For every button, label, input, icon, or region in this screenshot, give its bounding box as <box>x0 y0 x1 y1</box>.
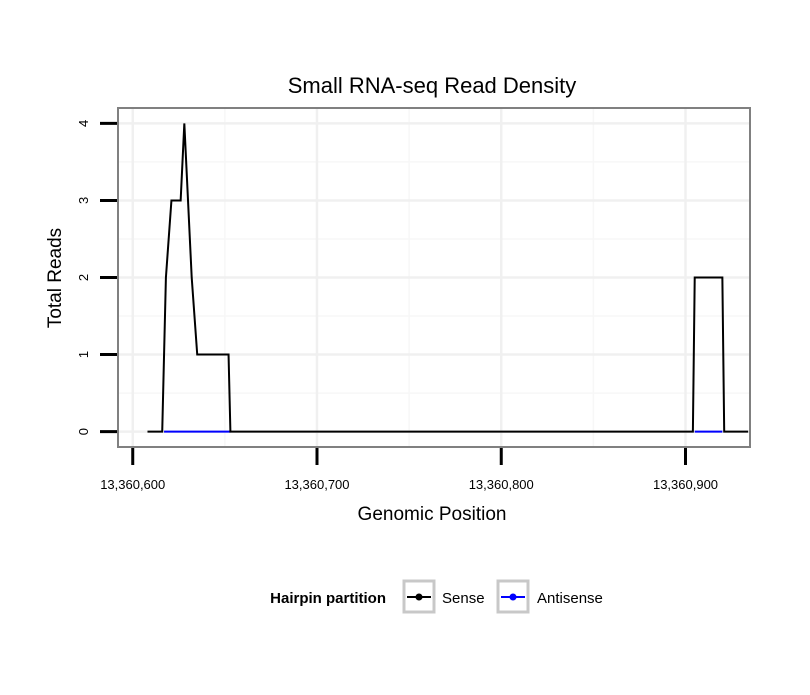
y-tick-label: 0 <box>76 428 91 435</box>
legend-label-antisense: Antisense <box>537 590 603 607</box>
legend-title: Hairpin partition <box>270 590 386 607</box>
x-tick-label: 13,360,700 <box>284 477 349 492</box>
x-axis-label: Genomic Position <box>358 504 507 525</box>
x-tick-label: 13,360,900 <box>653 477 718 492</box>
legend-item-antisense: Antisense <box>496 579 603 614</box>
y-tick-label: 4 <box>76 120 91 127</box>
plot-panel-border <box>117 107 751 448</box>
y-tick-label: 3 <box>76 197 91 204</box>
series-line-sense <box>147 123 749 433</box>
chart-title: Small RNA-seq Read Density <box>288 73 577 98</box>
y-tick-label: 2 <box>76 274 91 281</box>
legend-point-antisense <box>509 593 517 601</box>
x-axis: 13,360,600 13,360,700 13,360,800 13,360,900 <box>100 448 718 492</box>
y-axis-label: Total Reads <box>45 228 66 328</box>
series-lines <box>147 123 749 433</box>
legend-point-sense <box>415 593 423 601</box>
x-tick-label: 13,360,800 <box>469 477 534 492</box>
legend-label-sense: Sense <box>442 590 485 607</box>
x-tick-label: 13,360,600 <box>100 477 165 492</box>
legend-item-sense: Sense <box>402 579 485 614</box>
legend: Hairpin partition Sense Antisense <box>270 579 603 614</box>
y-tick-label: 1 <box>76 351 91 358</box>
y-axis: 0 1 2 3 4 <box>76 120 117 435</box>
